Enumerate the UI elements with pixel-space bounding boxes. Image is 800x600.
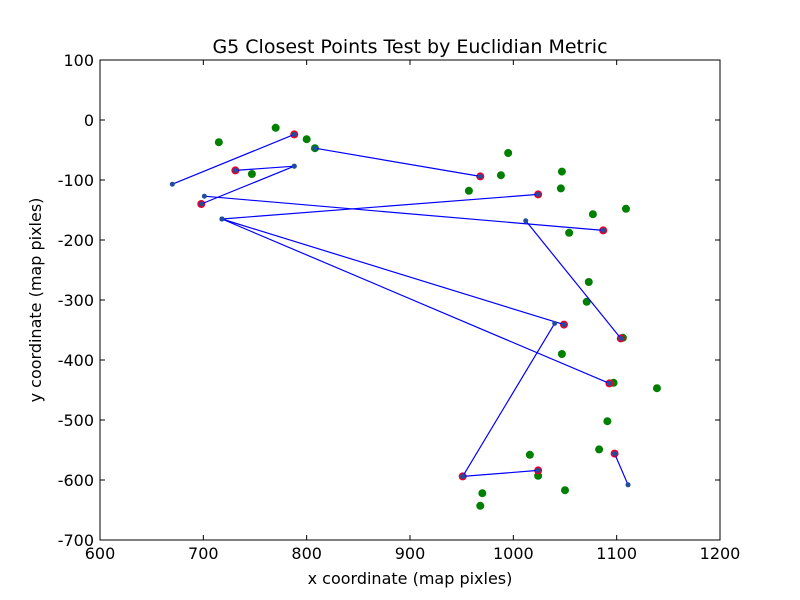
- background-point: [603, 417, 612, 426]
- line-endpoint: [600, 227, 606, 233]
- x-tick-label: 600: [85, 544, 116, 563]
- background-point: [271, 123, 280, 132]
- line-endpoint: [606, 380, 612, 386]
- line-endpoint: [552, 320, 558, 326]
- line-endpoint: [201, 193, 207, 199]
- y-tick-label: 100: [63, 51, 94, 70]
- x-tick-label: 1100: [596, 544, 637, 563]
- background-point: [565, 228, 574, 237]
- background-point: [504, 149, 513, 157]
- line-endpoint: [612, 451, 618, 457]
- background-point: [582, 297, 591, 306]
- y-tick-label: -700: [58, 531, 94, 550]
- background-point: [557, 167, 566, 176]
- line-endpoint: [219, 216, 225, 222]
- x-tick-label: 1200: [700, 544, 741, 563]
- closest-pair-line: [314, 147, 481, 177]
- y-tick-label: -500: [58, 411, 94, 430]
- plot-frame: [99, 59, 721, 541]
- line-endpoint: [535, 191, 541, 197]
- line-endpoint: [312, 145, 318, 151]
- x-axis-label: x coordinate (map pixles): [308, 569, 513, 588]
- y-tick-label: -100: [58, 171, 94, 190]
- line-endpoint: [535, 467, 541, 473]
- background-point: [478, 489, 487, 498]
- background-point: [464, 186, 473, 195]
- y-axis: -700 -600 -500 -400 -300 -200 -100 0 100: [58, 51, 720, 550]
- line-endpoint: [477, 173, 483, 179]
- line-endpoint: [169, 181, 175, 187]
- closest-pair-line: [221, 218, 565, 326]
- y-tick-label: -300: [58, 291, 94, 310]
- closest-pair-line: [172, 133, 295, 185]
- background-point: [247, 170, 256, 178]
- y-tick-label: -400: [58, 351, 94, 370]
- closest-pair-line: [204, 195, 604, 231]
- closest-pair-line: [235, 165, 295, 171]
- x-tick-label: 1000: [493, 544, 534, 563]
- line-endpoint: [198, 201, 204, 207]
- closest-pair-line: [221, 193, 539, 220]
- closest-pair-line: [525, 220, 622, 339]
- background-point: [584, 278, 593, 286]
- background-point: [214, 138, 223, 147]
- x-tick-label: 700: [188, 544, 219, 563]
- background-point: [561, 486, 569, 495]
- plot-area: [169, 123, 661, 510]
- closest-pair-line: [221, 218, 610, 384]
- line-endpoint: [625, 482, 631, 488]
- background-point: [557, 350, 566, 358]
- background-point: [476, 501, 485, 510]
- background-point: [525, 450, 534, 459]
- x-tick-label: 800: [291, 544, 322, 563]
- line-endpoint: [523, 218, 529, 224]
- y-tick-label: 0: [84, 111, 94, 130]
- closest-pair-line: [614, 453, 629, 486]
- background-point: [588, 210, 597, 219]
- y-tick-label: -200: [58, 231, 94, 250]
- closest-pair-line: [462, 323, 556, 477]
- y-axis-label: y coordinate (map pixles): [26, 198, 45, 403]
- closest-pair-line: [462, 469, 539, 477]
- line-endpoint: [291, 131, 297, 137]
- background-point: [652, 384, 661, 393]
- x-tick-label: 900: [395, 544, 426, 563]
- background-point: [621, 204, 630, 213]
- background-point: [496, 171, 505, 180]
- chart-title: G5 Closest Points Test by Euclidian Metr…: [212, 36, 607, 58]
- line-endpoint: [291, 163, 297, 169]
- y-tick-label: -600: [58, 471, 94, 490]
- background-point: [595, 445, 604, 454]
- line-endpoint: [618, 335, 624, 341]
- background-point: [302, 135, 311, 144]
- background-point: [556, 184, 565, 193]
- line-endpoint: [561, 322, 567, 328]
- line-endpoint: [232, 167, 238, 173]
- line-endpoint: [460, 473, 466, 479]
